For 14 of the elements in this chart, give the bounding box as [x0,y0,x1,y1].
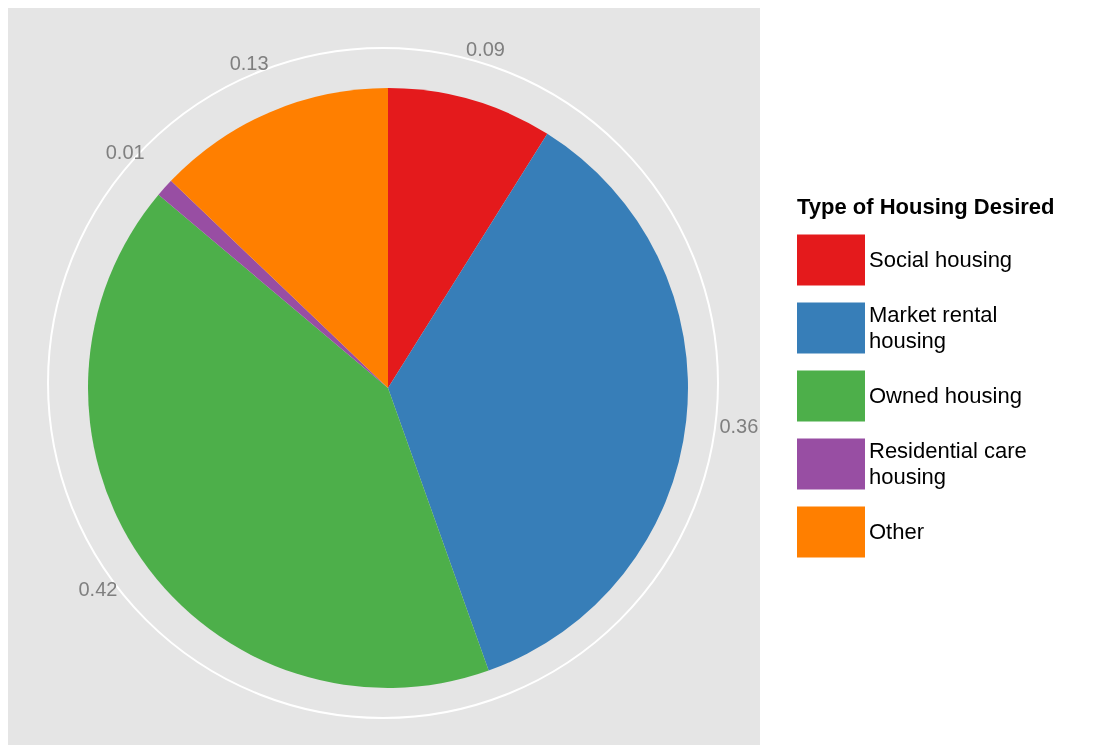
legend-label: Residential care housing [869,438,1028,490]
pie-slice [388,88,548,388]
pie-slice [388,133,688,671]
data-label: 0.42 [78,578,118,601]
legend-label: Market rental housing [869,302,999,354]
data-label: 0.36 [719,415,759,438]
data-label: 0.09 [466,37,505,60]
legend-title: Type of Housing Desired [797,194,1055,220]
data-label: 0.01 [105,141,145,164]
legend-label: Owned housing [869,383,1023,409]
pie-slice [170,88,388,388]
legend-label: Other [869,519,926,545]
data-label: 0.13 [229,52,269,75]
legend-label: Social housing [869,247,1014,273]
